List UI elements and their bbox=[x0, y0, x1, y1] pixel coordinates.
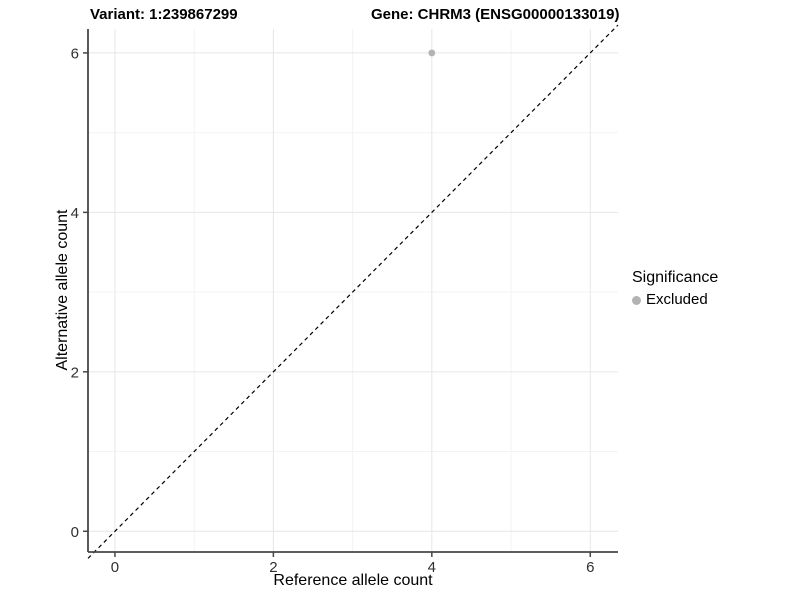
y-tick-label: 2 bbox=[71, 364, 79, 381]
legend: Significance Excluded bbox=[632, 268, 718, 309]
legend-items: Excluded bbox=[632, 288, 718, 309]
legend-dot-icon bbox=[632, 295, 641, 305]
legend-item: Excluded bbox=[632, 291, 718, 309]
y-tick-label: 0 bbox=[71, 524, 79, 541]
y-axis-title: Alternative allele count bbox=[54, 209, 71, 371]
identity-dashed-line bbox=[87, 24, 619, 559]
x-axis-title: Reference allele count bbox=[273, 572, 433, 589]
x-tick-label: 6 bbox=[586, 559, 594, 576]
y-tick-label: 4 bbox=[71, 205, 79, 222]
data-point bbox=[428, 49, 436, 57]
y-tick-label: 6 bbox=[71, 45, 79, 62]
variant-title: Variant: 1:239867299 bbox=[90, 6, 238, 23]
legend-item-label: Excluded bbox=[646, 291, 708, 308]
x-tick-label: 4 bbox=[428, 559, 436, 576]
x-tick-label: 2 bbox=[269, 559, 277, 576]
legend-title: Significance bbox=[632, 269, 719, 286]
gene-title: Gene: CHRM3 (ENSG00000133019) bbox=[371, 6, 620, 23]
x-tick-label: 0 bbox=[111, 559, 119, 576]
